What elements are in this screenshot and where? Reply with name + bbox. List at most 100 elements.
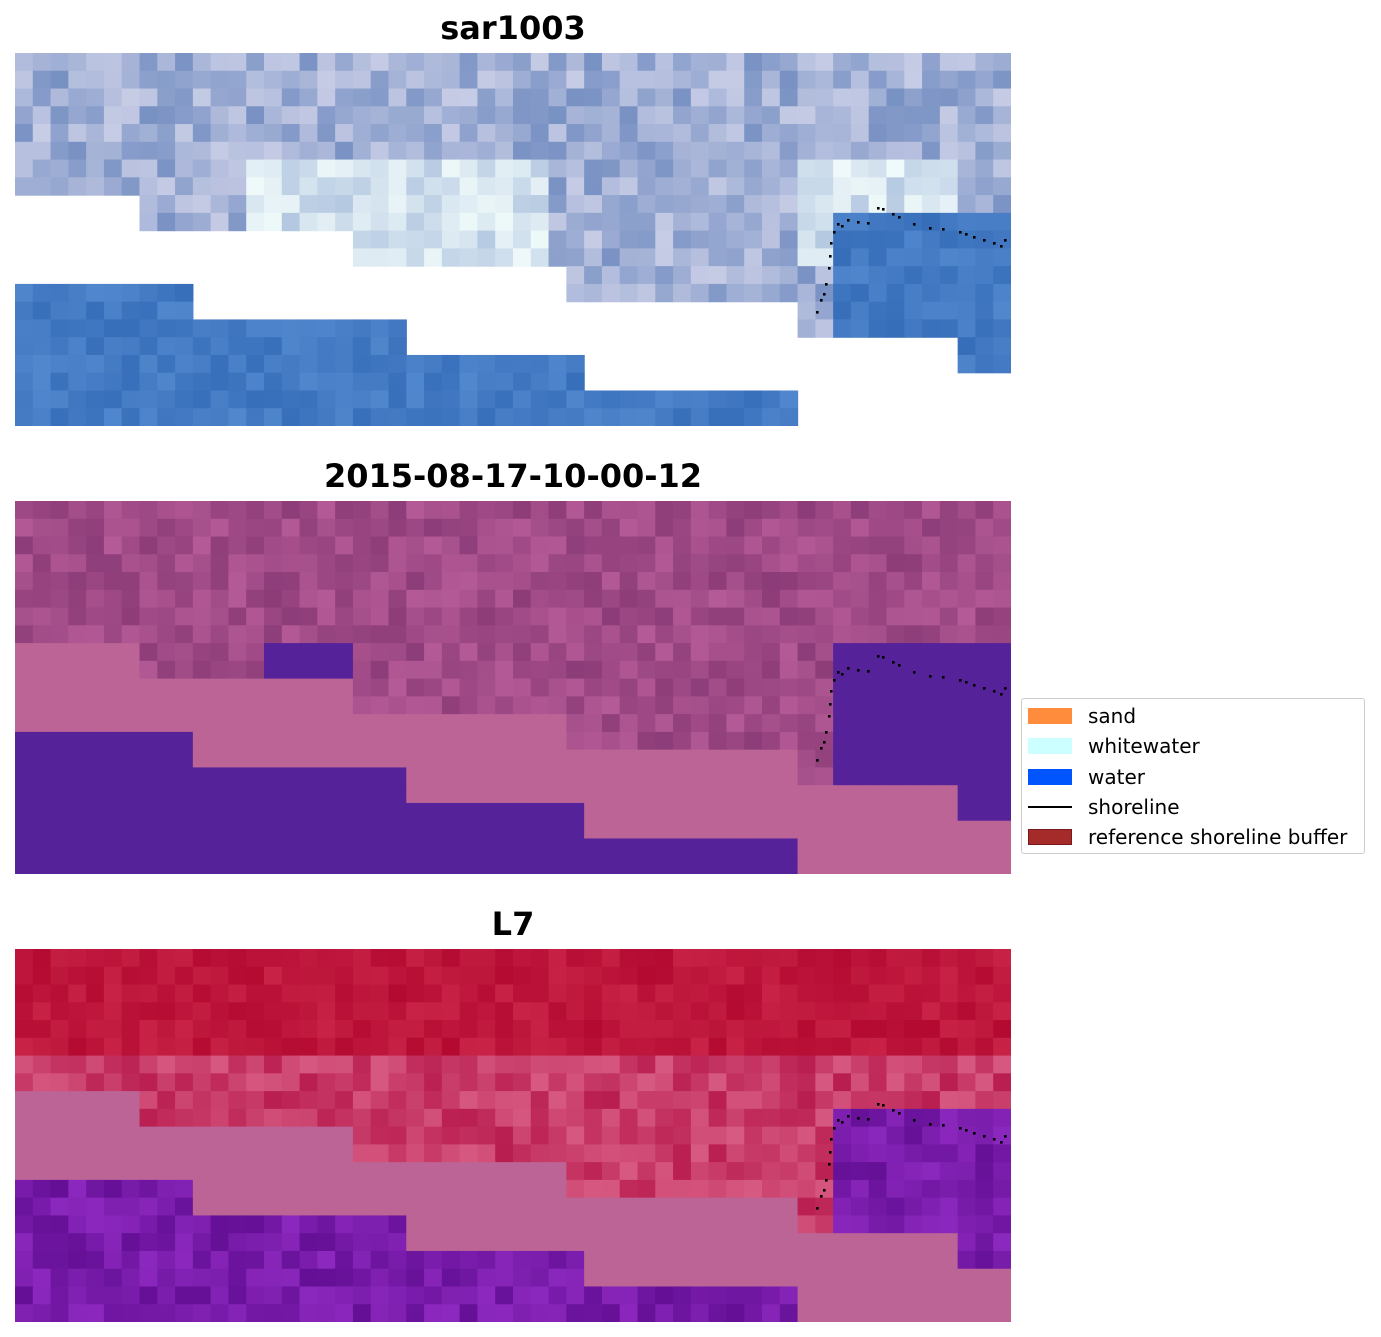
image-pixel [868,319,888,338]
image-pixel [530,1268,550,1288]
image-pixel [406,749,425,769]
image-pixel [86,660,105,680]
image-pixel [388,696,407,715]
image-pixel [192,643,212,662]
image-pixel [335,1144,354,1163]
image-pixel [690,159,710,178]
image-pixel [406,838,425,857]
image-pixel [601,1108,621,1128]
image-pixel [655,714,674,733]
image-pixel [299,1179,318,1199]
image-pixel [299,589,318,609]
image-pixel [655,802,674,822]
image-pixel [513,1268,532,1288]
image-pixel [762,501,781,520]
image-pixel [121,283,141,303]
image-pixel [121,696,141,715]
image-pixel [388,820,407,840]
image-pixel [228,1108,247,1128]
image-pixel [175,643,194,662]
image-pixel [850,177,870,196]
image-pixel [779,802,799,822]
image-pixel [833,749,852,769]
image-pixel [139,966,158,986]
image-pixel [175,802,194,822]
image-pixel [50,1126,69,1145]
image-pixel [886,1250,905,1270]
image-pixel [335,643,354,662]
image-pixel [246,372,265,392]
image-pixel [228,1197,247,1217]
image-pixel [477,1197,496,1217]
image-pixel [922,1073,941,1092]
image-pixel [726,802,745,822]
image-pixel [317,53,336,72]
image-pixel [619,53,639,72]
image-pixel [957,1055,977,1074]
image-pixel [264,1108,283,1128]
image-pixel [548,248,567,267]
image-pixel [939,554,959,573]
image-pixel [886,88,905,107]
image-pixel [32,1250,52,1270]
shoreline-dot [913,1119,916,1122]
image-pixel [993,354,1011,374]
image-pixel [637,1020,656,1039]
image-pixel [32,1215,52,1234]
image-pixel [477,195,496,214]
image-pixel [317,354,336,374]
image-pixel [264,820,283,840]
shoreline-dot [825,283,828,286]
image-pixel [210,1268,230,1288]
image-pixel [708,283,728,303]
image-pixel [406,1215,425,1234]
image-pixel [103,589,123,609]
image-pixel [121,1286,141,1305]
image-pixel [370,625,390,644]
image-pixel [335,53,354,72]
image-pixel [477,643,496,662]
image-pixel [584,53,603,72]
image-pixel [797,1091,816,1110]
image-pixel [779,714,799,733]
image-pixel [833,1037,852,1057]
image-pixel [619,1002,639,1021]
image-pixel [352,518,372,538]
image-pixel [584,714,603,733]
image-pixel [210,820,230,840]
image-pixel [957,70,977,90]
image-pixel [228,53,247,72]
image-pixel [32,141,52,161]
image-pixel [495,785,514,804]
image-pixel [797,1073,816,1092]
image-pixel [601,177,621,196]
image-pixel [850,1073,870,1092]
image-pixel [86,1197,105,1217]
image-pixel [86,714,105,733]
image-pixel [335,838,354,857]
image-pixel [441,1197,461,1217]
image-pixel [388,643,407,662]
image-pixel [103,820,123,840]
image-pixel [868,518,888,538]
shoreline-dot [837,1119,840,1122]
image-pixel [886,1144,905,1163]
image-pixel [495,372,514,392]
image-pixel [103,1002,123,1021]
image-pixel [370,70,390,90]
image-pixel [833,1286,852,1305]
image-pixel [86,856,105,874]
image-pixel [441,390,461,409]
image-pixel [690,607,710,626]
image-pixel [459,141,479,161]
image-pixel [477,354,496,374]
shoreline-dot [1000,245,1003,248]
image-pixel [886,248,905,267]
image-pixel [246,572,265,591]
image-pixel [548,731,567,751]
image-pixel [619,70,639,90]
image-pixel [815,1091,834,1110]
image-pixel [477,1162,496,1181]
image-pixel [228,1055,247,1074]
image-pixel [103,319,123,338]
